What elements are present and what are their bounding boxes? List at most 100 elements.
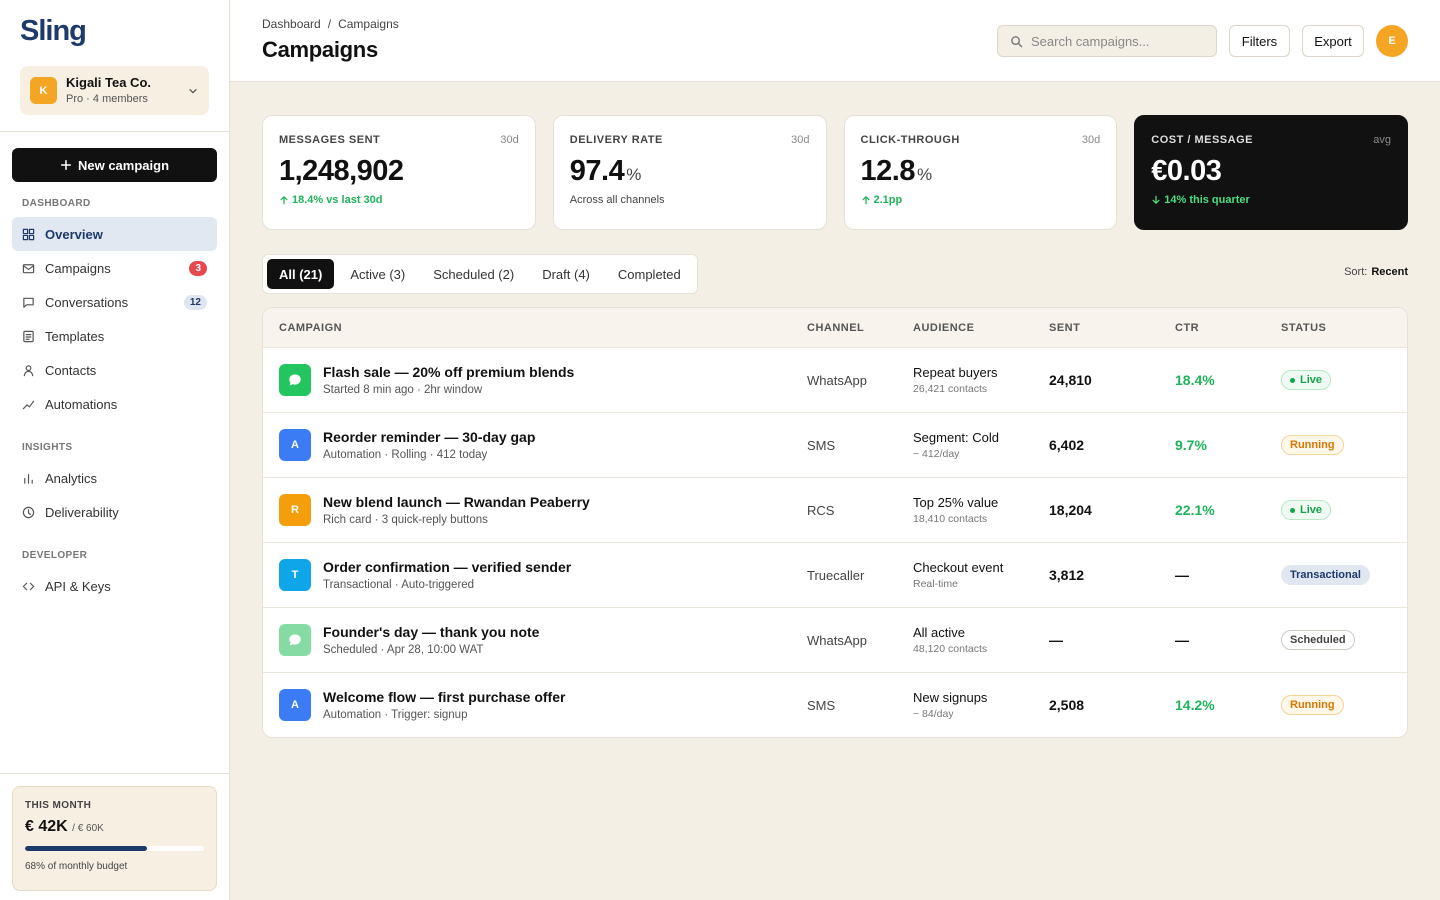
stat-cards: MESSAGES SENT 30d 1,248,902 18.4% vs last 3…	[262, 115, 1408, 230]
status-cell: Live	[1281, 370, 1407, 391]
header-button[interactable]: Filters	[1229, 25, 1290, 57]
table-row[interactable]: A Reorder reminder — 30-day gap Automation…	[263, 412, 1407, 477]
tab[interactable]: Scheduled (2)	[433, 266, 515, 282]
nav-item[interactable]: Overview	[12, 217, 217, 251]
page-title: Campaigns	[262, 37, 378, 62]
table-row[interactable]: Flash sale — 20% off premium blends Start…	[263, 347, 1407, 412]
ctr: 22.1%	[1175, 502, 1215, 518]
header-button[interactable]: Export	[1302, 25, 1364, 57]
workspace-name: Kigali Tea Co.	[66, 75, 151, 90]
icon	[22, 400, 35, 409]
stat-value: 12.8%	[861, 155, 1101, 188]
progress-track	[25, 846, 204, 851]
breadcrumb-separator: /	[327, 17, 332, 31]
campaign-name: Reorder reminder — 30-day gap	[323, 429, 536, 445]
campaign-icon	[279, 364, 311, 396]
value: €0.03	[1151, 155, 1222, 187]
divider	[0, 773, 229, 774]
tab[interactable]: Active (3)	[350, 266, 406, 282]
campaign-sub: Started 8 min ago · 2hr window	[323, 384, 483, 396]
audience-sub: ~ 84/day	[913, 708, 954, 720]
campaign-cell: T Order confirmation — verified sender Tra…	[279, 559, 807, 591]
unit: %	[916, 165, 932, 184]
nav-item[interactable]: Campaigns 3	[12, 251, 217, 285]
tab[interactable]: Completed	[617, 266, 681, 282]
channel: SMS	[807, 437, 836, 453]
audience-sub: ~ 412/day	[913, 448, 960, 460]
nav-item[interactable]: Contacts	[12, 353, 217, 387]
divider	[0, 131, 229, 132]
campaign-icon: A	[279, 689, 311, 721]
budget-amount: € 42K / € 60K	[25, 818, 204, 836]
icon	[862, 196, 869, 205]
campaign-name: Order confirmation — verified sender	[323, 559, 572, 575]
audience: Repeat buyers	[913, 365, 998, 380]
nav-label: Automations	[45, 396, 118, 412]
stat-period: 30d	[1081, 134, 1101, 146]
campaign-name: New blend launch — Rwandan Peaberry	[323, 494, 590, 510]
audience-cell: All active 48,120 contacts	[913, 625, 1049, 655]
amount: € 42K	[25, 818, 68, 835]
sent: 2,508	[1049, 697, 1085, 713]
icon	[22, 582, 35, 590]
button-label: New campaign	[77, 157, 170, 173]
workspace-switcher[interactable]: K Kigali Tea Co. Pro · 4 members	[20, 66, 209, 115]
table-row[interactable]: T Order confirmation — verified sender Tra…	[263, 542, 1407, 607]
workspace-plan: Pro · 4 members	[66, 93, 148, 105]
nav-item[interactable]: Deliverability	[12, 495, 217, 529]
delta-text: 2.1pp	[873, 194, 903, 206]
nav-item[interactable]: Conversations 12	[12, 285, 217, 319]
campaign-name: Founder's day — thank you note	[323, 624, 540, 640]
stat-card: MESSAGES SENT 30d 1,248,902 18.4% vs last 3…	[262, 115, 536, 230]
stat-delta: 14% this quarter	[1151, 194, 1391, 206]
audience-cell: Repeat buyers 26,421 contacts	[913, 365, 1049, 395]
campaign-text: Order confirmation — verified sender Tran…	[323, 559, 571, 591]
icon	[23, 364, 34, 376]
campaign-text: New blend launch — Rwandan Peaberry Rich …	[323, 494, 590, 526]
icon	[22, 228, 35, 240]
new-campaign-button[interactable]: New campaign	[12, 148, 217, 182]
section-title: DASHBOARD	[22, 198, 91, 209]
search-input[interactable]: Search campaigns...	[997, 25, 1217, 57]
nav-item[interactable]: Analytics	[12, 461, 217, 495]
table-row[interactable]: Founder's day — thank you note Scheduled …	[263, 607, 1407, 672]
tab[interactable]: Draft (4)	[542, 266, 590, 282]
ctr: 18.4%	[1175, 372, 1215, 388]
audience-cell: New signups ~ 84/day	[913, 690, 1049, 720]
limit: / € 60K	[72, 823, 104, 834]
table-row[interactable]: R New blend launch — Rwandan Peaberry Rich…	[263, 477, 1407, 542]
stat-card: CLICK-THROUGH 30d 12.8% 2.1pp	[843, 115, 1118, 230]
tab[interactable]: All (21)	[267, 259, 335, 289]
breadcrumb-item[interactable]: Dashboard	[262, 17, 321, 31]
status-pill: Live	[1281, 370, 1332, 391]
icon	[189, 89, 197, 94]
stat-label: CLICK-THROUGH	[860, 134, 960, 146]
campaign-text: Reorder reminder — 30-day gap Automation …	[323, 429, 535, 461]
campaign-cell: Flash sale — 20% off premium blends Start…	[279, 364, 807, 396]
campaign-cell: R New blend launch — Rwandan Peaberry Rich…	[279, 494, 807, 526]
value: 1,248,902	[279, 155, 404, 187]
column-header: SENT	[1049, 321, 1081, 334]
placeholder: Search campaigns...	[1031, 33, 1150, 49]
user-avatar[interactable]: E	[1376, 25, 1408, 57]
icon	[289, 634, 301, 646]
stat-value: €0.03	[1151, 155, 1391, 188]
stat-value: 1,248,902	[279, 155, 519, 188]
nav-item[interactable]: Automations	[12, 387, 217, 421]
logo[interactable]: Sling	[20, 15, 87, 47]
sort[interactable]: Sort: Recent	[1344, 266, 1408, 278]
audience: All active	[913, 625, 966, 640]
table-row[interactable]: A Welcome flow — first purchase offer Auto…	[263, 672, 1407, 737]
stat-label: DELIVERY RATE	[569, 134, 663, 146]
campaign-sub: Transactional · Auto-triggered	[323, 579, 475, 591]
icon	[22, 263, 35, 273]
nav-item[interactable]: Templates	[12, 319, 217, 353]
audience-cell: Top 25% value 18,410 contacts	[913, 495, 1049, 525]
budget-card: THIS MONTH € 42K / € 60K 68% of monthly bu…	[12, 786, 217, 891]
sent: —	[1049, 632, 1063, 648]
nav-item[interactable]: API & Keys	[12, 569, 217, 603]
nav-label: Deliverability	[45, 504, 119, 520]
nav-label: API & Keys	[45, 578, 111, 594]
channel: WhatsApp	[807, 372, 867, 388]
budget-title: THIS MONTH	[25, 800, 92, 811]
